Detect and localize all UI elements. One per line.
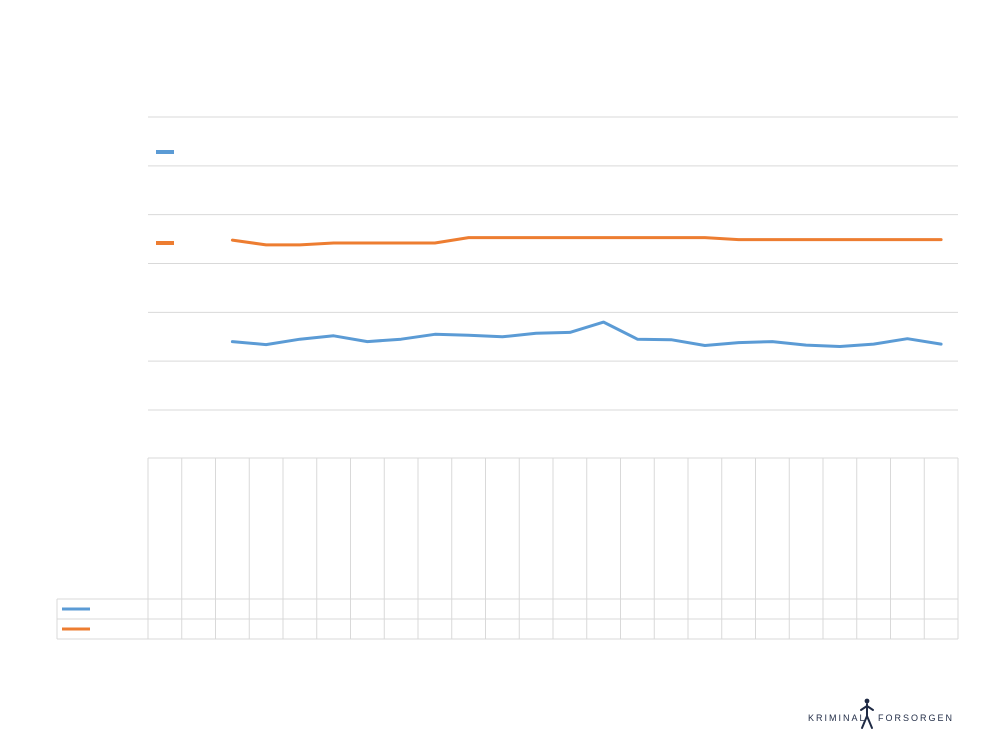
series-line (230, 320, 943, 348)
logo-right-text: FORSORGEN (878, 713, 955, 723)
series-line (230, 236, 943, 247)
kriminalforsorgen-logo: KRIMINAL FORSORGEN (808, 698, 952, 732)
person-figure-icon (860, 698, 874, 729)
logo-left-text: KRIMINAL (808, 713, 867, 723)
